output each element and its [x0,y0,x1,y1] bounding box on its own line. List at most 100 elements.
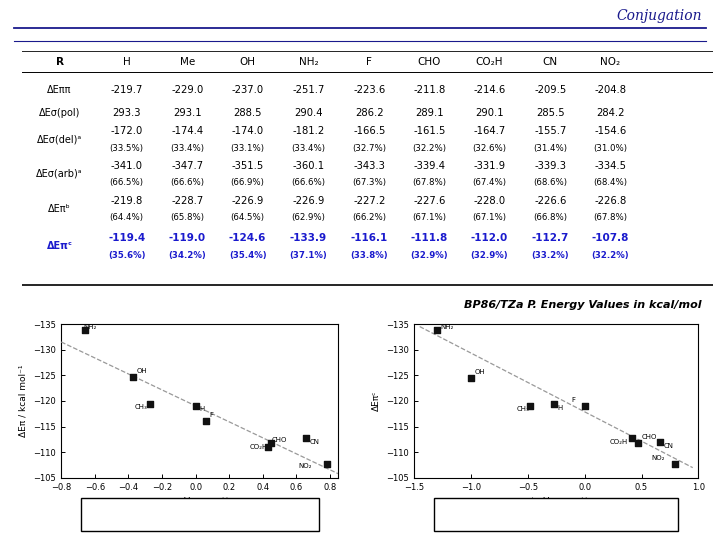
Text: -347.7: -347.7 [171,160,204,171]
Text: CH₃: CH₃ [516,406,529,412]
Point [266,438,277,447]
FancyBboxPatch shape [434,498,678,531]
Text: CHO: CHO [642,434,657,440]
Point [321,459,333,468]
Text: (32.7%): (32.7%) [352,144,386,153]
Text: NO₂: NO₂ [600,57,621,68]
Text: -229.0: -229.0 [171,85,204,95]
Point [145,400,156,408]
Y-axis label: ΔEπ / kcal mol⁻¹: ΔEπ / kcal mol⁻¹ [19,364,28,437]
Text: H: H [123,57,130,68]
Text: -226.9: -226.9 [231,195,264,206]
Text: (67.3%): (67.3%) [352,178,386,187]
Text: (67.4%): (67.4%) [472,178,507,187]
Text: CN: CN [543,57,558,68]
Text: F: F [209,412,213,418]
Point [632,438,644,447]
Text: Me: Me [180,57,195,68]
Text: F: F [366,57,372,68]
Text: (35.4%): (35.4%) [229,251,266,260]
Text: (66.5%): (66.5%) [109,178,144,187]
Text: -111.8: -111.8 [411,233,448,244]
Text: (33.4%): (33.4%) [171,144,204,153]
Text: (31.4%): (31.4%) [534,144,567,153]
Point [548,400,559,408]
Point [669,459,680,468]
Text: -209.5: -209.5 [534,85,567,95]
Text: -331.9: -331.9 [474,160,505,171]
Text: -339.3: -339.3 [534,160,567,171]
X-axis label: σₚ Hammett: σₚ Hammett [170,497,230,507]
Text: -161.5: -161.5 [413,126,446,137]
Text: OH: OH [137,368,148,374]
Text: -124.6: -124.6 [229,233,266,244]
Text: -223.6: -223.6 [353,85,385,95]
Text: (68.4%): (68.4%) [593,178,628,187]
Point [127,373,139,382]
Text: -339.4: -339.4 [413,160,446,171]
Text: CO₂H: CO₂H [610,439,628,445]
Text: -227.6: -227.6 [413,195,446,206]
Text: -211.8: -211.8 [413,85,446,95]
Text: F: F [571,397,575,403]
Text: -172.0: -172.0 [111,126,143,137]
Text: OH: OH [474,369,485,375]
Text: -174.4: -174.4 [171,126,204,137]
Text: -107.8: -107.8 [592,233,629,244]
Text: (35.6%): (35.6%) [108,251,145,260]
Text: (32.6%): (32.6%) [472,144,507,153]
Text: 288.5: 288.5 [233,108,262,118]
Text: (67.8%): (67.8%) [413,178,446,187]
Text: -166.5: -166.5 [353,126,385,137]
Text: -219.7: -219.7 [110,85,143,95]
Text: NH₂: NH₂ [299,57,318,68]
Point [524,402,536,410]
Text: Conjugation: Conjugation [616,9,702,23]
Text: -341.0: -341.0 [111,160,143,171]
Text: ΔEσ(pol): ΔEσ(pol) [39,108,81,118]
Text: (64.4%): (64.4%) [109,213,144,222]
Text: H: H [199,406,204,412]
Text: (62.9%): (62.9%) [292,213,325,222]
Text: NH₂: NH₂ [83,324,96,330]
Text: 293.1: 293.1 [174,108,202,118]
Text: 285.5: 285.5 [536,108,564,118]
Text: (32.9%): (32.9%) [410,251,449,260]
Text: (67.8%): (67.8%) [593,213,628,222]
Text: -154.6: -154.6 [595,126,626,137]
Point [654,437,665,446]
Text: -119.0: -119.0 [169,233,206,244]
Text: CHO: CHO [418,57,441,68]
Text: -164.7: -164.7 [474,126,505,137]
Text: -112.7: -112.7 [531,233,569,244]
Text: (31.0%): (31.0%) [593,144,628,153]
Text: (33.8%): (33.8%) [351,251,388,260]
Text: ΔEππ: ΔEππ [48,85,72,95]
Text: (32.9%): (32.9%) [471,251,508,260]
Point [579,402,590,410]
Text: -228.0: -228.0 [474,195,505,206]
Text: CN: CN [663,443,673,449]
Point [190,402,202,410]
Text: r = 0.95, SD=2.60: r = 0.95, SD=2.60 [138,508,262,521]
Text: 284.2: 284.2 [596,108,625,118]
Point [262,442,274,451]
Text: -181.2: -181.2 [292,126,325,137]
Point [465,374,477,383]
Text: (33.5%): (33.5%) [109,144,144,153]
Text: r = 0.97, SD=2.15: r = 0.97, SD=2.15 [494,508,618,521]
Text: R: R [55,57,63,68]
Text: (32.2%): (32.2%) [413,144,446,153]
Point [301,434,312,443]
Text: -116.1: -116.1 [351,233,388,244]
Text: -174.0: -174.0 [232,126,264,137]
Text: -226.9: -226.9 [292,195,325,206]
Text: (66.8%): (66.8%) [534,213,567,222]
Text: 293.3: 293.3 [112,108,141,118]
Text: -228.7: -228.7 [171,195,204,206]
Text: -219.8: -219.8 [111,195,143,206]
Text: 286.2: 286.2 [355,108,384,118]
Text: (64.5%): (64.5%) [230,213,265,222]
Text: (33.4%): (33.4%) [292,144,325,153]
Text: (66.9%): (66.9%) [230,178,264,187]
